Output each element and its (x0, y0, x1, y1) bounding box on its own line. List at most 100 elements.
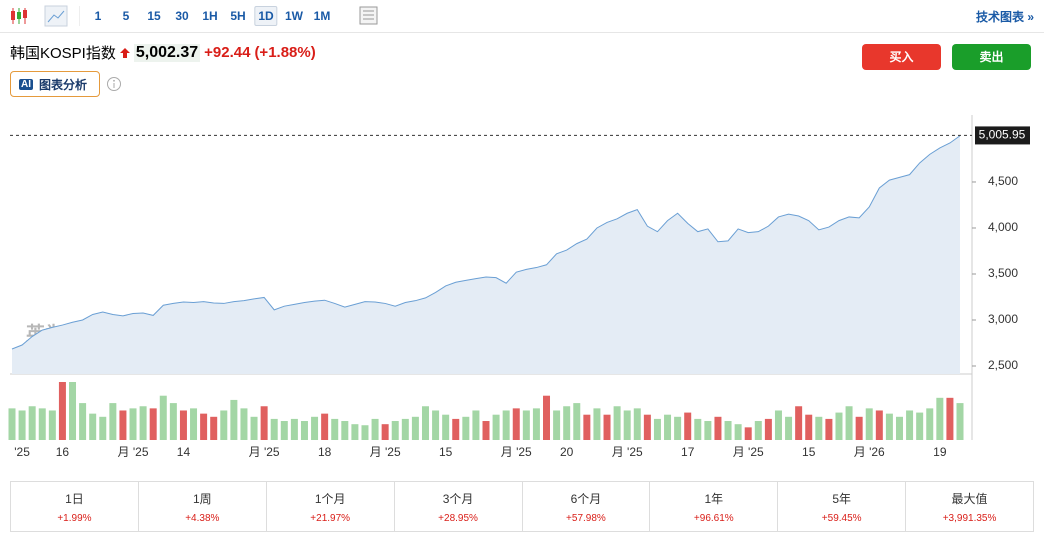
volume-bar (532, 408, 540, 440)
sell-button[interactable]: 卖出 (952, 44, 1031, 70)
y-tick-label: 4,500 (988, 174, 1018, 188)
performance-cell[interactable]: 6个月 +57.98% (523, 482, 651, 531)
volume-bar (371, 418, 379, 440)
volume-bar (835, 412, 843, 440)
volume-bar (230, 399, 238, 440)
interval-button[interactable]: 15 (147, 9, 161, 23)
volume-bar (472, 410, 480, 440)
volume-bar (774, 410, 782, 440)
volume-bar (129, 408, 137, 440)
interval-button[interactable]: 1 (94, 9, 102, 23)
period: 1个月 (314, 492, 346, 506)
period: 1周 (192, 492, 212, 506)
volume-bar (28, 406, 36, 440)
volume-bar (8, 408, 16, 440)
volume-bar (553, 410, 561, 440)
settings-icon[interactable] (356, 0, 380, 32)
performance-cell[interactable]: 5年 +59.45% (778, 482, 907, 531)
interval-button[interactable]: 1W (285, 9, 303, 23)
interval-button[interactable]: 30 (175, 9, 189, 23)
volume-bar (754, 421, 762, 440)
volume-bar (573, 403, 581, 440)
period-change: +28.95% (438, 513, 478, 524)
volume-bar (300, 421, 308, 440)
icon (47, 10, 65, 23)
volume-bar (321, 413, 329, 440)
volume-bar (895, 416, 903, 440)
period: 5年 (832, 492, 852, 506)
performance-cell[interactable]: 3个月 +28.95% (395, 482, 523, 531)
volume-bar (805, 414, 813, 440)
performance-cell[interactable]: 1年 +96.61% (650, 482, 779, 531)
volume-bar (58, 382, 66, 440)
last-price-label: 5,005.95 (979, 128, 1026, 142)
volume-bar (613, 406, 621, 440)
volume-bar (89, 413, 97, 440)
volume-bar (250, 416, 258, 440)
instrument-name: 韩国KOSPI指数 (10, 45, 116, 62)
x-tick-label: 月 '25 (249, 445, 280, 459)
period-change: +59.45% (821, 513, 862, 524)
volume-bar (119, 410, 127, 440)
x-tick-label: 月 '25 (118, 445, 149, 459)
volume-bar (290, 418, 298, 440)
price-line (11, 135, 961, 350)
volume-bar (815, 416, 823, 440)
volume-bar (593, 408, 601, 440)
volume-bar (482, 421, 490, 440)
arrow (119, 47, 130, 58)
interval-button[interactable]: 5H (230, 9, 246, 23)
volume-bar (653, 418, 661, 440)
performance-cell[interactable]: 最大值 +3,991.35% (906, 482, 1033, 531)
icon (17, 12, 21, 19)
volume-bar (926, 408, 934, 440)
performance-cell[interactable]: 1日 +1.99% (11, 482, 139, 531)
x-tick-label: 20 (560, 445, 574, 459)
volume-bar (270, 418, 278, 440)
volume-bar (764, 418, 772, 440)
x-tick-label: 月 '25 (612, 445, 643, 459)
icon (23, 10, 27, 18)
volume-bar (714, 416, 722, 440)
volume-bar (734, 424, 742, 440)
volume-bar (684, 412, 692, 440)
volume-bar (936, 397, 944, 440)
x-tick-label: 16 (56, 445, 70, 459)
chart: 2,5003,0003,5004,0004,500英为财情Investing.c… (8, 115, 1030, 459)
volume-bar (845, 406, 853, 440)
x-tick-label: 月 '26 (854, 445, 885, 459)
y-tick-label: 3,000 (988, 312, 1018, 326)
info-icon[interactable] (106, 76, 122, 92)
performance-cell[interactable]: 1周 +4.38% (139, 482, 267, 531)
ai-badge: AI (19, 78, 33, 90)
volume-bar (694, 418, 702, 440)
interval-button[interactable]: 1D (254, 6, 278, 26)
interval-button[interactable]: 1H (202, 9, 218, 23)
icon (11, 11, 15, 20)
x-tick-label: 17 (681, 445, 695, 459)
tech-chart-link[interactable]: 技术图表 » (975, 10, 1034, 24)
volume-bar (946, 397, 954, 440)
volume-bar (633, 408, 641, 440)
volume-bar (210, 416, 218, 440)
interval-button[interactable]: 5 (122, 9, 130, 23)
period-change: +1.99% (57, 513, 92, 524)
buy-button[interactable]: 买入 (862, 44, 941, 70)
interval-button[interactable]: 1M (313, 9, 331, 23)
x-tick-label: 月 '25 (501, 445, 532, 459)
volume-bar (69, 382, 77, 440)
performance-cell[interactable]: 1个月 +21.97% (267, 482, 395, 531)
quote-header: 韩国KOSPI指数 5,002.37 +92.44 (+1.88%) (10, 42, 316, 63)
ai-analysis-button[interactable]: AI 图表分析 (10, 71, 100, 97)
volume-bar (916, 412, 924, 440)
icon (113, 79, 115, 82)
volume-bar (220, 410, 228, 440)
period: 1年 (704, 492, 724, 506)
volume-bar (159, 395, 167, 440)
volume-bar (38, 408, 46, 440)
volume-bar (200, 413, 208, 440)
period-change: +3,991.35% (942, 513, 997, 524)
volume-bar (311, 416, 319, 440)
volume-bar (149, 408, 157, 440)
volume-bar (442, 414, 450, 440)
